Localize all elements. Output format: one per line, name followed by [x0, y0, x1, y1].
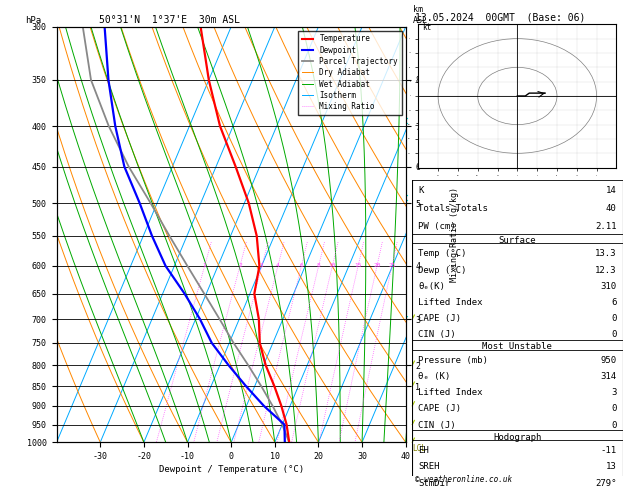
Text: 25: 25 — [388, 263, 396, 268]
Text: CIN (J): CIN (J) — [418, 330, 456, 339]
Text: 3: 3 — [260, 263, 264, 268]
Text: 3: 3 — [611, 388, 616, 397]
Text: 10: 10 — [328, 263, 336, 268]
Text: 6: 6 — [611, 298, 616, 307]
Text: Pressure (mb): Pressure (mb) — [418, 356, 488, 365]
Text: 2: 2 — [238, 263, 242, 268]
Text: PW (cm): PW (cm) — [418, 223, 456, 231]
Text: Surface: Surface — [499, 236, 536, 245]
Text: 6: 6 — [299, 263, 303, 268]
Text: Hodograph: Hodograph — [493, 433, 542, 442]
Text: Temp (°C): Temp (°C) — [418, 249, 467, 259]
Text: CAPE (J): CAPE (J) — [418, 314, 461, 323]
Text: 20: 20 — [373, 263, 381, 268]
Text: 8: 8 — [317, 263, 321, 268]
Text: 0: 0 — [611, 314, 616, 323]
Text: CIN (J): CIN (J) — [418, 420, 456, 430]
Text: Most Unstable: Most Unstable — [482, 343, 552, 351]
Text: 12.3: 12.3 — [595, 266, 616, 275]
Text: Totals Totals: Totals Totals — [418, 204, 488, 213]
Text: EH: EH — [418, 446, 429, 455]
Text: 13: 13 — [606, 462, 616, 471]
Text: 13.3: 13.3 — [595, 249, 616, 259]
Legend: Temperature, Dewpoint, Parcel Trajectory, Dry Adiabat, Wet Adiabat, Isotherm, Mi: Temperature, Dewpoint, Parcel Trajectory… — [298, 31, 402, 115]
X-axis label: Dewpoint / Temperature (°C): Dewpoint / Temperature (°C) — [159, 465, 304, 474]
Text: 2.11: 2.11 — [595, 223, 616, 231]
Text: Dewp (°C): Dewp (°C) — [418, 266, 467, 275]
Text: km
ASL: km ASL — [413, 5, 428, 25]
Text: Lifted Index: Lifted Index — [418, 388, 483, 397]
Text: 14: 14 — [606, 186, 616, 195]
Text: Mixing Ratio (g/kg): Mixing Ratio (g/kg) — [450, 187, 459, 282]
Text: 15: 15 — [354, 263, 362, 268]
Text: 950: 950 — [600, 356, 616, 365]
Text: Lifted Index: Lifted Index — [418, 298, 483, 307]
Text: StmDir: StmDir — [418, 479, 450, 486]
Text: θₑ(K): θₑ(K) — [418, 282, 445, 291]
Text: CAPE (J): CAPE (J) — [418, 404, 461, 414]
Text: SREH: SREH — [418, 462, 440, 471]
Text: LCL: LCL — [413, 444, 426, 453]
Text: hPa: hPa — [25, 16, 42, 25]
Text: -11: -11 — [600, 446, 616, 455]
Text: θₑ (K): θₑ (K) — [418, 372, 450, 381]
Text: 13.05.2024  00GMT  (Base: 06): 13.05.2024 00GMT (Base: 06) — [415, 12, 586, 22]
Text: K: K — [418, 186, 424, 195]
Text: 4: 4 — [276, 263, 280, 268]
Text: 40: 40 — [606, 204, 616, 213]
Text: 50°31'N  1°37'E  30m ASL: 50°31'N 1°37'E 30m ASL — [99, 15, 240, 25]
Text: 310: 310 — [600, 282, 616, 291]
Text: 279°: 279° — [595, 479, 616, 486]
Text: 0: 0 — [611, 420, 616, 430]
Text: 0: 0 — [611, 404, 616, 414]
Text: kt: kt — [422, 23, 431, 32]
Text: 0: 0 — [611, 330, 616, 339]
Text: 314: 314 — [600, 372, 616, 381]
Text: © weatheronline.co.uk: © weatheronline.co.uk — [415, 474, 512, 484]
Text: 1: 1 — [203, 263, 206, 268]
